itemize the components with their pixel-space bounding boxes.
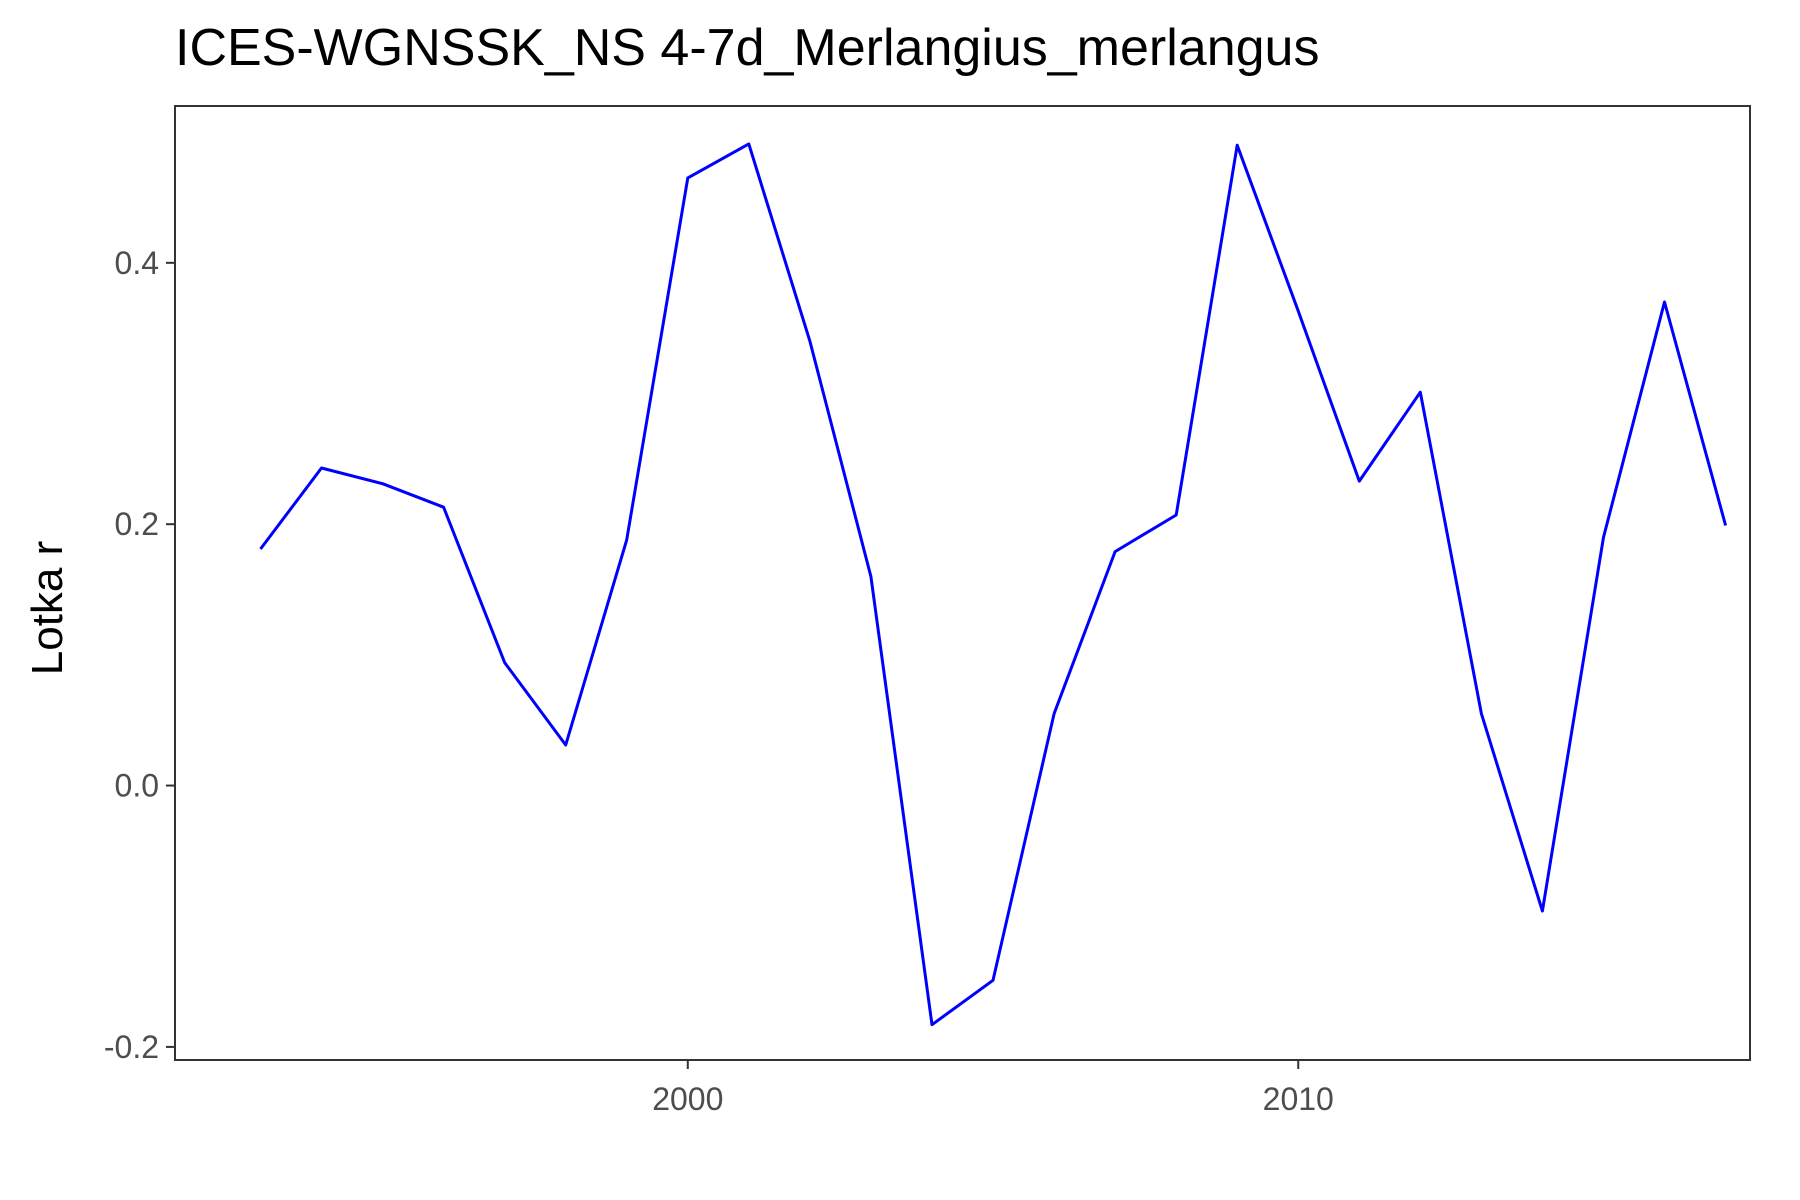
- y-tick-label: 0.2: [115, 506, 159, 542]
- plot-panel: [174, 105, 1751, 1061]
- y-tick-label: 0.0: [115, 768, 159, 804]
- series-layer: [259, 142, 1728, 1027]
- chart-title: ICES-WGNSSK_NS 4-7d_Merlangius_merlangus: [175, 19, 1319, 77]
- y-tick-label: 0.4: [115, 245, 159, 281]
- x-axis: 2000 2010: [652, 1060, 1334, 1117]
- y-axis-label: Lotka r: [23, 541, 72, 676]
- y-tick-label: -0.2: [104, 1029, 159, 1065]
- x-tick-label: 2010: [1263, 1081, 1334, 1117]
- y-axis: -0.2 0.0 0.2 0.4: [104, 245, 175, 1065]
- series-line: [259, 142, 1728, 1027]
- x-tick-label: 2000: [652, 1081, 723, 1117]
